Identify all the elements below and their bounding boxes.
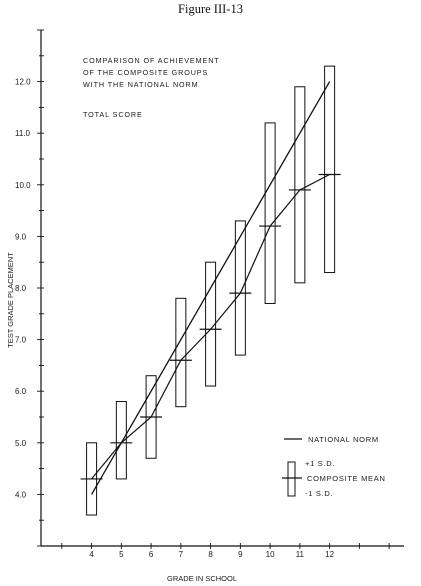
x-tick-label: 4: [89, 550, 94, 559]
sd-box: [264, 122, 276, 304]
y-tick-label: 11.0: [15, 129, 31, 138]
sd-box: [324, 65, 336, 274]
x-tick-label: 6: [149, 550, 154, 559]
x-tick-label: 8: [208, 550, 213, 559]
y-tick-label: 6.0: [15, 387, 27, 396]
legend-plus-sd-label: +1 S.D.: [305, 459, 335, 468]
y-tick-label: 9.0: [15, 232, 27, 241]
sd-box: [115, 401, 127, 480]
legend-mean-label: COMPOSITE MEAN: [307, 474, 386, 483]
chart-title-line-2: OF THE COMPOSITE GROUPS: [83, 68, 208, 77]
national-norm-line: [91, 81, 331, 495]
x-tick-label: 9: [238, 550, 243, 559]
y-axis-label: TEST GRADE PLACEMENT: [6, 252, 15, 348]
chart-title-line-3: WITH THE NATIONAL NORM: [83, 80, 199, 89]
y-tick-label: 4.0: [15, 490, 27, 499]
y-tick-label: 12.0: [15, 78, 31, 87]
sd-box: [294, 86, 306, 284]
legend: NATIONAL NORM +1 S.D. COMPOSITE MEAN -1 …: [282, 435, 386, 498]
x-tick-label: 10: [266, 550, 275, 559]
legend-sd-box: [287, 461, 296, 497]
x-tick-label: 7: [179, 550, 184, 559]
legend-norm-label: NATIONAL NORM: [308, 435, 379, 444]
sd-box: [234, 220, 246, 356]
chart-title-line-1: COMPARISON OF ACHIEVEMENT: [83, 56, 220, 65]
axes: 4.0 5.0 6.0 7.0 8.0 9.0 10.0 11.0 12.0 4 5 6 7 8 9 10 11…: [15, 29, 404, 559]
x-tick-label: 12: [325, 550, 334, 559]
chart-subtitle: TOTAL SCORE: [83, 110, 143, 119]
x-axis-label: GRADE IN SCHOOL: [167, 574, 237, 583]
legend-minus-sd-label: -1 S.D.: [305, 489, 333, 498]
composite-mean-line: [91, 173, 330, 480]
figure-label: Figure III-13: [178, 2, 243, 16]
y-tick-label: 10.0: [15, 181, 31, 190]
x-tick-label: 11: [296, 550, 305, 559]
x-tick-label: 5: [119, 550, 124, 559]
sd-box: [175, 297, 187, 408]
y-tick-label: 8.0: [15, 284, 27, 293]
y-tick-label: 5.0: [15, 439, 27, 448]
y-tick-label: 7.0: [15, 336, 27, 345]
data-marks: [80, 65, 341, 516]
